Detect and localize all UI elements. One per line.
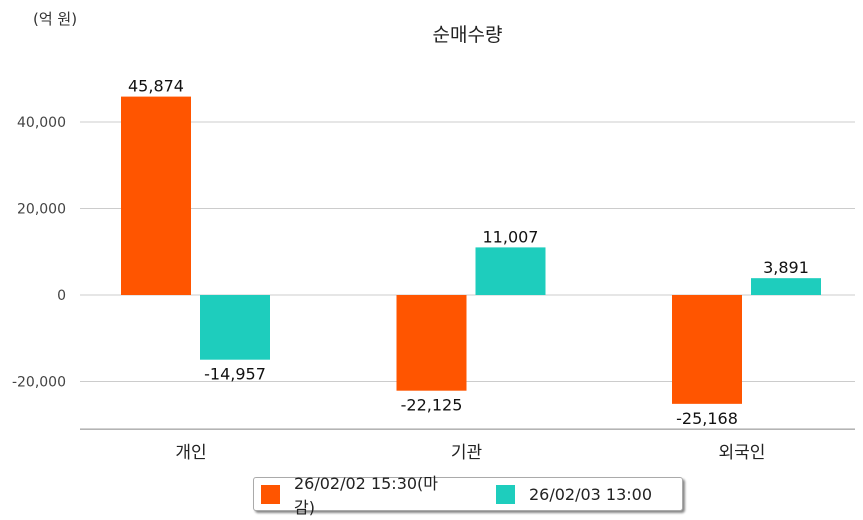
plot-area: 40,000 20,000 0 -20,000 개인 45,874 -14,957 기관 -22… [12,77,855,463]
data-label: 45,874 [128,77,184,96]
bar [672,295,742,404]
bar [200,295,270,360]
data-label: -14,957 [204,365,266,384]
y-tick-label: 0 [57,288,66,304]
bar [751,278,821,295]
legend-label: 26/02/03 13:00 [528,484,653,504]
legend-item-series-1[interactable]: 26/02/02 15:30(마감) [261,470,459,518]
x-tick-label: 기관 [451,443,482,463]
y-tick-label: -20,000 [12,375,66,391]
data-label: -25,168 [676,409,738,428]
y-tick-label: 20,000 [17,202,66,218]
bar [396,295,467,391]
legend-item-series-2[interactable]: 26/02/03 13:00 [495,484,653,504]
x-tick-label: 개인 [175,443,206,463]
legend: 26/02/02 15:30(마감) 26/02/03 13:00 [253,474,683,517]
unit-label: (억 원) [33,10,78,28]
legend-swatch [495,484,515,504]
data-label: -22,125 [401,396,463,415]
bar [121,96,191,296]
y-tick-label: 40,000 [17,115,66,131]
data-label: 11,007 [483,227,539,246]
x-tick-label: 외국인 [719,443,766,463]
legend-label: 26/02/02 15:30(마감) [294,474,439,517]
bar [475,247,546,295]
data-label: 3,891 [763,258,809,277]
legend-swatch [261,484,280,504]
chart-title: 순매수량 [432,24,503,46]
